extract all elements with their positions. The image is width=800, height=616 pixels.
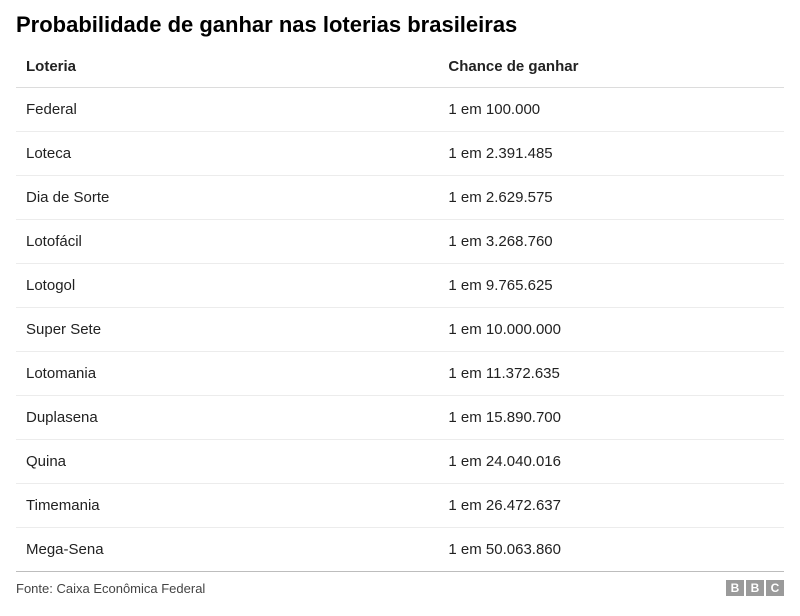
table-row: Quina1 em 24.040.016 (16, 440, 784, 484)
bbc-logo-letter: B (726, 580, 744, 596)
bbc-logo: B B C (726, 580, 784, 596)
table-row: Lotomania1 em 11.372.635 (16, 352, 784, 396)
lottery-odds-cell: 1 em 11.372.635 (438, 352, 784, 396)
table-row: Super Sete1 em 10.000.000 (16, 308, 784, 352)
lottery-table: Loteria Chance de ganhar Federal1 em 100… (16, 46, 784, 572)
lottery-odds-cell: 1 em 10.000.000 (438, 308, 784, 352)
table-row: Federal1 em 100.000 (16, 88, 784, 132)
column-header-chance: Chance de ganhar (438, 46, 784, 88)
column-header-loteria: Loteria (16, 46, 438, 88)
lottery-name-cell: Dia de Sorte (16, 176, 438, 220)
lottery-name-cell: Federal (16, 88, 438, 132)
page-title: Probabilidade de ganhar nas loterias bra… (16, 12, 784, 38)
lottery-odds-cell: 1 em 2.629.575 (438, 176, 784, 220)
table-header-row: Loteria Chance de ganhar (16, 46, 784, 88)
lottery-name-cell: Loteca (16, 132, 438, 176)
bbc-logo-letter: C (766, 580, 784, 596)
lottery-odds-cell: 1 em 50.063.860 (438, 528, 784, 572)
lottery-odds-cell: 1 em 24.040.016 (438, 440, 784, 484)
lottery-name-cell: Super Sete (16, 308, 438, 352)
footer: Fonte: Caixa Econômica Federal B B C (16, 580, 784, 596)
table-row: Timemania1 em 26.472.637 (16, 484, 784, 528)
lottery-name-cell: Lotogol (16, 264, 438, 308)
source-text: Fonte: Caixa Econômica Federal (16, 581, 205, 596)
lottery-name-cell: Mega-Sena (16, 528, 438, 572)
lottery-odds-cell: 1 em 100.000 (438, 88, 784, 132)
table-row: Dia de Sorte1 em 2.629.575 (16, 176, 784, 220)
lottery-odds-cell: 1 em 9.765.625 (438, 264, 784, 308)
table-row: Mega-Sena1 em 50.063.860 (16, 528, 784, 572)
table-row: Lotofácil1 em 3.268.760 (16, 220, 784, 264)
lottery-name-cell: Quina (16, 440, 438, 484)
lottery-odds-cell: 1 em 26.472.637 (438, 484, 784, 528)
lottery-name-cell: Lotomania (16, 352, 438, 396)
lottery-odds-cell: 1 em 15.890.700 (438, 396, 784, 440)
table-row: Lotogol1 em 9.765.625 (16, 264, 784, 308)
lottery-odds-cell: 1 em 3.268.760 (438, 220, 784, 264)
lottery-name-cell: Duplasena (16, 396, 438, 440)
table-row: Duplasena1 em 15.890.700 (16, 396, 784, 440)
lottery-odds-cell: 1 em 2.391.485 (438, 132, 784, 176)
lottery-name-cell: Lotofácil (16, 220, 438, 264)
lottery-name-cell: Timemania (16, 484, 438, 528)
table-row: Loteca1 em 2.391.485 (16, 132, 784, 176)
bbc-logo-letter: B (746, 580, 764, 596)
